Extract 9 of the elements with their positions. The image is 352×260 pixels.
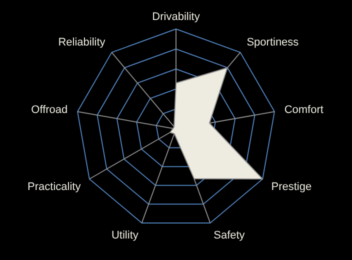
spoke-label: Utility	[111, 229, 139, 242]
spoke-label: Drivability	[152, 11, 200, 23]
spoke-label: Prestige	[271, 181, 312, 193]
spoke-label: Comfort	[284, 104, 324, 116]
spoke-label: Offroad	[31, 104, 68, 116]
spoke-label: Sportiness	[246, 36, 300, 49]
spoke-label: Reliability	[58, 36, 106, 49]
spoke-label: Practicality	[28, 181, 82, 193]
spoke-label: Safety	[214, 229, 246, 242]
